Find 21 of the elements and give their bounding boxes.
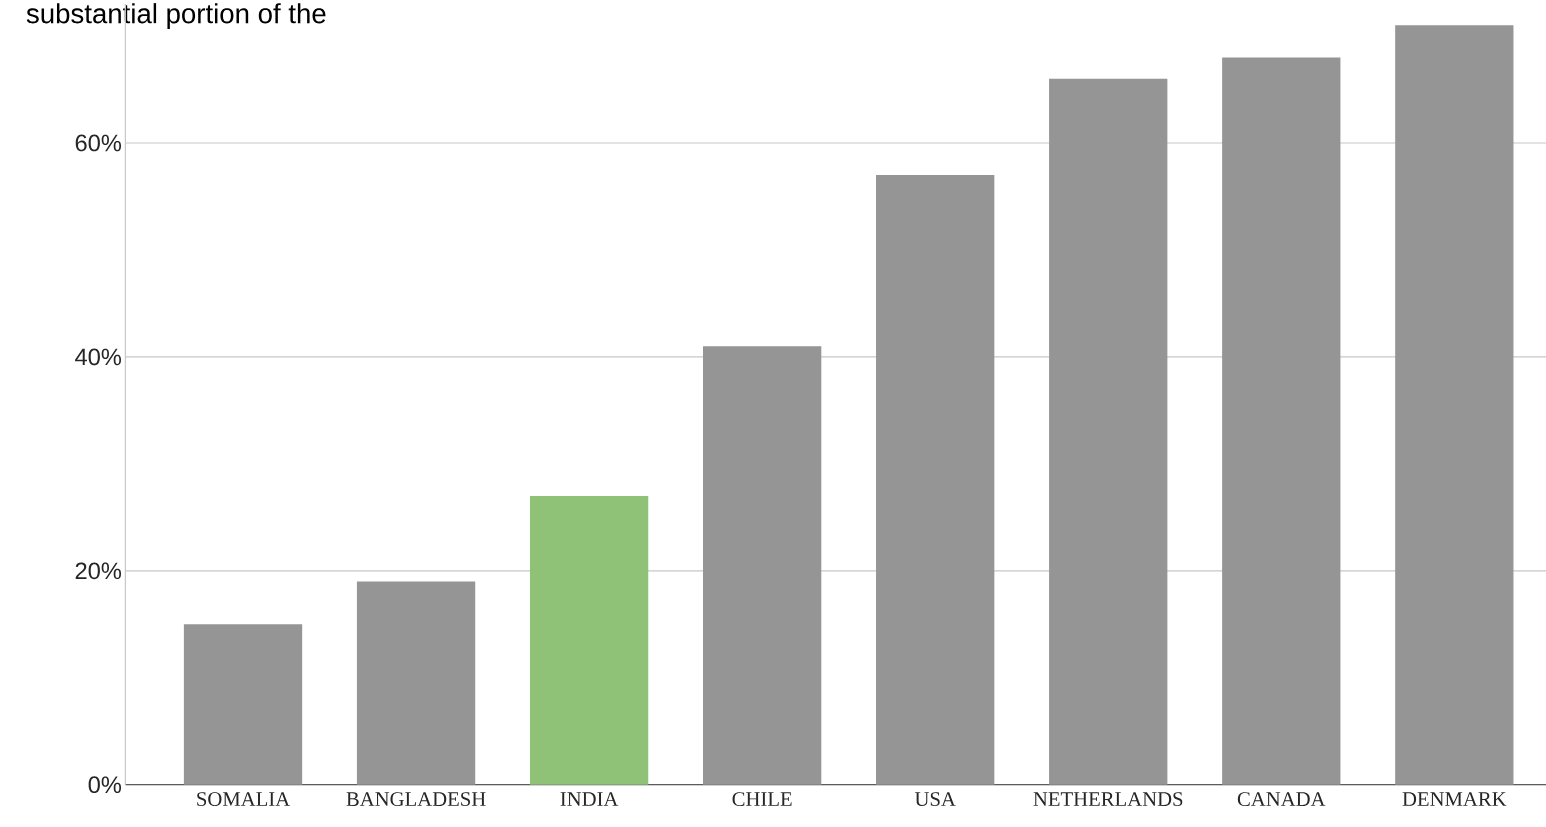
bar — [1049, 78, 1168, 785]
bar — [1395, 25, 1514, 785]
x-tick-label: SOMALIA — [197, 792, 291, 807]
chart-title: substantial portion of the — [26, 3, 326, 29]
bar — [356, 581, 476, 785]
y-tick-label: 20% — [75, 562, 122, 580]
y-tick-label: 60% — [75, 134, 122, 152]
bar — [1222, 57, 1341, 785]
bar — [183, 624, 303, 785]
bar — [876, 175, 995, 785]
x-tick-label: BANGLADESH — [346, 792, 486, 807]
x-tick-label: CHILE — [732, 792, 792, 807]
x-tick-label: USA — [914, 792, 956, 807]
x-tick-label: INDIA — [560, 792, 619, 806]
bar — [703, 346, 822, 785]
x-tick-label: CANADA — [1237, 792, 1326, 807]
x-tick-label: NETHERLANDS — [1033, 792, 1183, 807]
x-tick-label: DENMARK — [1402, 792, 1507, 806]
y-tick-label: 40% — [75, 348, 122, 366]
bar — [529, 495, 649, 785]
y-tick-label: 0% — [88, 776, 122, 794]
